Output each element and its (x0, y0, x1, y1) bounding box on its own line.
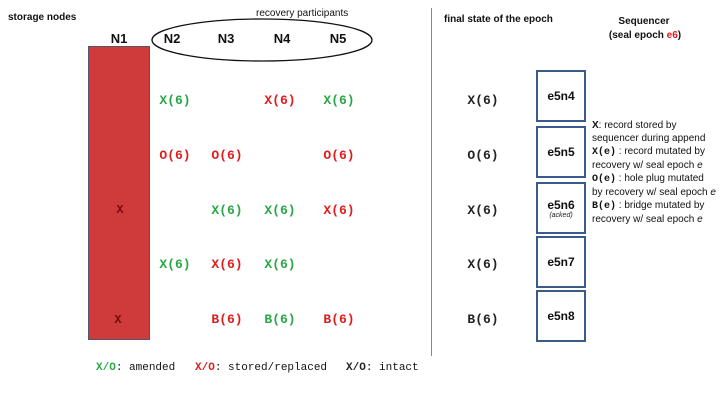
legend-stored-key: X/O (195, 362, 215, 374)
legend-xe: X(e) : record mutated by recovery w/ sea… (592, 145, 716, 172)
cell-n3-row3: X(6) (211, 203, 243, 218)
cell-n4-row3: X(6) (264, 203, 296, 218)
node-header-n2: N2 (163, 31, 181, 46)
legend-x-text: : record stored by sequencer during appe… (592, 120, 706, 144)
cell-n2-row2: O(6) (159, 148, 191, 163)
legend-be-text: : bridge mutated by recovery w/ seal epo… (592, 200, 705, 225)
legend-oe-text: : hole plug mutated by recovery w/ seal … (592, 173, 711, 198)
node-header-n5: N5 (329, 31, 347, 46)
slot-label: e5n8 (547, 309, 575, 323)
legend-xe-key: X(e) (592, 147, 617, 158)
cell-n3-row4: X(6) (211, 257, 243, 272)
legend-be-var: e (697, 214, 703, 225)
final-value-3: X(6) (467, 203, 499, 218)
n1-storage-bar (88, 46, 150, 340)
cell-n3-row2: O(6) (211, 148, 243, 163)
sequencer-title: Sequencer (618, 16, 670, 27)
legend-oe-key: O(e) (592, 174, 617, 185)
sequencer-slot-5: e5n8 (536, 290, 586, 342)
legend-xe-var: e (697, 160, 703, 171)
storage-nodes-title: storage nodes (8, 12, 77, 23)
n1-mark-row5: X (114, 313, 122, 327)
slot-label: e5n4 (547, 89, 575, 103)
right-legend: X: record stored by sequencer during app… (592, 119, 716, 226)
acked-note: (acked) (549, 211, 573, 219)
legend-oe-var: e (710, 187, 716, 198)
slot-label: e5n5 (547, 145, 575, 159)
slot-label: e5n6 (547, 197, 575, 212)
legend-x: X: record stored by sequencer during app… (592, 119, 716, 145)
legend-stored-text: : stored/replaced (214, 362, 328, 374)
final-value-1: X(6) (467, 93, 499, 108)
cell-n5-row3: X(6) (323, 203, 355, 218)
legend-oe: O(e) : hole plug mutated by recovery w/ … (592, 172, 716, 199)
cell-n4-row4: X(6) (264, 257, 296, 272)
node-header-n4: N4 (273, 31, 291, 46)
cell-n5-row5: B(6) (323, 312, 355, 327)
participants-label: recovery participants (256, 8, 349, 19)
legend-amended-key: X/O (96, 362, 116, 374)
cell-n2-row4: X(6) (159, 257, 191, 272)
final-value-5: B(6) (467, 312, 499, 327)
sequencer-seal-line: (seal epoch e6) (597, 30, 693, 41)
node-header-n3: N3 (217, 31, 235, 46)
participants-ellipse (151, 18, 373, 62)
final-state-title: final state of the epoch (444, 14, 553, 25)
seal-prefix: (seal epoch (608, 30, 667, 41)
final-value-4: X(6) (467, 257, 499, 272)
cell-n3-row5: B(6) (211, 312, 243, 327)
node-header-n1: N1 (110, 31, 128, 46)
cell-n5-row1: X(6) (323, 93, 355, 108)
legend-be-key: B(e) (592, 201, 617, 212)
legend-be: B(e) : bridge mutated by recovery w/ sea… (592, 199, 716, 226)
cell-n4-row5: B(6) (264, 312, 296, 327)
slot-label: e5n7 (547, 255, 575, 269)
seal-suffix: ) (677, 30, 682, 41)
cell-n2-row1: X(6) (159, 93, 191, 108)
sequencer-slot-2: e5n5 (536, 126, 586, 178)
legend-xe-text: : record mutated by recovery w/ seal epo… (592, 146, 705, 171)
legend-amended: X/O: amended (96, 362, 175, 374)
seal-epoch: e6 (666, 30, 678, 41)
final-value-2: O(6) (467, 148, 499, 163)
section-divider (431, 8, 432, 356)
legend-amended-text: : amended (115, 362, 176, 374)
sequencer-slot-3: e5n6 (acked) (536, 182, 586, 234)
legend-intact-key: X/O (346, 362, 366, 374)
sequencer-slot-1: e5n4 (536, 70, 586, 122)
n1-mark-row3: X (116, 203, 124, 217)
sequencer-slot-4: e5n7 (536, 236, 586, 288)
legend-stored: X/O: stored/replaced (195, 362, 327, 374)
cell-n5-row2: O(6) (323, 148, 355, 163)
cell-n4-row1: X(6) (264, 93, 296, 108)
legend-intact-text: : intact (365, 362, 419, 374)
legend-intact: X/O: intact (346, 362, 419, 374)
legend-x-key: X (592, 120, 599, 131)
